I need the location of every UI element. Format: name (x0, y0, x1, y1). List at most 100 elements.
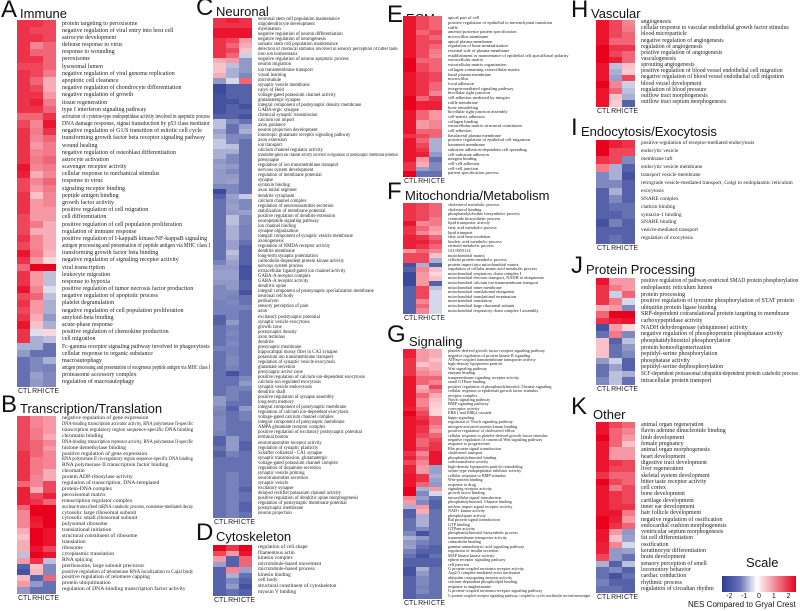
heatmap-cell-rhi (226, 204, 239, 211)
heatmap-cell-ctl (213, 138, 226, 145)
heatmap-cell-cte (43, 569, 56, 576)
heatmap-cell-rhi (30, 342, 43, 351)
heatmap-cell-cte (239, 481, 252, 488)
heatmap-cell-cte (43, 55, 56, 64)
heatmap-cell-ctl (213, 123, 226, 130)
heatmap-cell-rhi (226, 310, 239, 316)
heatmap-cell-cte (239, 285, 252, 291)
heatmap-cell-rhi (226, 421, 239, 427)
term-label: mitochondrial translational elongation (448, 289, 515, 295)
heatmap-cell-ctl (596, 344, 609, 352)
heatmap-cell-rhi (30, 20, 43, 28)
term-label: negative regulation of signaling recepto… (62, 257, 179, 264)
heatmap-cell-cte (622, 147, 635, 157)
term-label: high-density lipoprotein particle (448, 361, 503, 367)
heatmap-cell-cte (429, 451, 442, 457)
term-label: carboxypeptidase activity (641, 318, 703, 325)
heatmap-cell-rhi (416, 549, 429, 555)
heatmap-cell-ctl (17, 504, 30, 511)
heatmap-cell-ctl (596, 472, 609, 480)
term-label: dendrite membrane (258, 248, 295, 254)
column-labels: CTL RHI CTE (214, 597, 255, 604)
heatmap-cell-cte (239, 249, 252, 256)
heatmap-cell-ctl (403, 460, 416, 466)
heatmap-cell-rhi (30, 299, 43, 308)
heatmap-cell-cte (239, 184, 252, 190)
heatmap-cell-rhi (609, 219, 622, 228)
heatmap-cell-cte (429, 446, 442, 452)
heatmap-cell-ctl (213, 184, 226, 190)
heatmap-cell-ctl (403, 58, 416, 64)
heatmap-cell-ctl (213, 406, 226, 412)
heatmap-cell-cte (43, 142, 56, 150)
heatmap-cell-cte (239, 466, 252, 473)
term-label: apical part of cell (448, 15, 480, 21)
term-label: synaptic vesicle priming (258, 470, 305, 476)
heatmap-cell-ctl (213, 53, 226, 59)
heatmap-cell-cte (239, 335, 252, 342)
heatmap-neuronal (213, 18, 252, 518)
heatmap-cell-rhi (416, 380, 429, 386)
heatmap-cell-cte (622, 99, 635, 107)
heatmap-cell-rhi (609, 585, 622, 593)
heatmap-cell-rhi (226, 199, 239, 206)
heatmap-cell-cte (429, 442, 442, 448)
term-label: cellular protein metabolic process (448, 257, 507, 263)
term-label: wound healing (62, 142, 98, 149)
term-label: regulation of membrane potential (258, 173, 322, 179)
column-label-cte: CTE (430, 600, 445, 607)
term-label: positive regulation of blood vessel endo… (641, 68, 783, 75)
heatmap-cell-cte (43, 528, 56, 535)
heatmap-cell-ctl (17, 299, 30, 308)
heatmap-cell-rhi (416, 294, 429, 300)
term-label: ERK1 and ERK2 cascade (448, 410, 492, 416)
heatmap-cell-cte (239, 108, 252, 115)
term-label: calcium-ion regulated exocytosis (258, 380, 321, 386)
heatmap-cell-ctl (213, 320, 226, 327)
heatmap-cell-ctl (403, 207, 416, 213)
term-label: translational initiation (62, 527, 112, 534)
heatmap-cell-ctl (213, 259, 226, 266)
heatmap-cell-ctl (596, 140, 609, 149)
heatmap-cell-ctl (403, 406, 416, 412)
heatmap-cell-ctl (596, 155, 609, 165)
term-label: NADH dehydrogenase (ubiquinone) activity (641, 324, 748, 331)
column-label-rhi: RHI (32, 595, 45, 602)
heatmap-cell-rhi (609, 211, 622, 220)
heatmap-cell-rhi (226, 270, 239, 276)
heatmap-cell-ctl (213, 128, 226, 135)
heatmap-cell-ctl (17, 127, 30, 136)
term-label: microvillus (448, 76, 469, 82)
heatmap-cell-rhi (416, 235, 429, 241)
heatmap-cell-ctl (596, 179, 609, 189)
heatmap-cell-rhi (416, 299, 429, 305)
term-label: microtubule-based movement (258, 560, 322, 567)
heatmap-cell-rhi (226, 38, 239, 44)
heatmap-cell-rhi (226, 23, 239, 29)
heatmap-cell-cte (622, 364, 635, 372)
heatmap-cell-rhi (30, 27, 43, 35)
heatmap-cell-cte (239, 310, 252, 316)
heatmap-cell-ctl (596, 491, 609, 499)
heatmap-cell-cte (239, 194, 252, 201)
heatmap-cell-ctl (213, 93, 226, 100)
heatmap-cell-rhi (416, 86, 429, 92)
heatmap-cell-cte (239, 33, 252, 39)
term-label: voltage-gated calcium channel complex (258, 415, 334, 421)
heatmap-cell-cte (622, 44, 635, 52)
heatmap-cell-ctl (596, 26, 609, 33)
term-label: peptidyl-serine dephosphorylation (641, 364, 724, 371)
heatmap-other (596, 422, 635, 593)
heatmap-cell-cte (622, 297, 635, 306)
heatmap-cell-rhi (609, 529, 622, 536)
heatmap-cell-ctl (596, 585, 609, 593)
heatmap-cell-rhi (30, 528, 43, 535)
heatmap-cell-ctl (17, 242, 30, 251)
heatmap-cell-ctl (403, 171, 416, 177)
heatmap-cell-ctl (17, 350, 30, 358)
term-label: cardiac conduction (641, 573, 687, 580)
term-label: ion channel binding (258, 223, 296, 229)
term-label: synaptic vesicle exocytosis (258, 319, 310, 325)
heatmap-cell-rhi (226, 550, 239, 557)
panel-letter-h: H (571, 0, 589, 23)
